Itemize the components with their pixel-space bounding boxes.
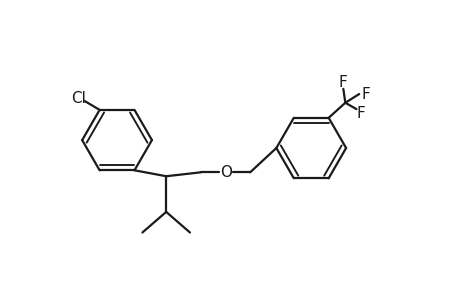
Text: F: F bbox=[338, 75, 347, 90]
Text: F: F bbox=[356, 106, 365, 122]
Text: Cl: Cl bbox=[72, 91, 86, 106]
Text: F: F bbox=[361, 86, 369, 101]
Text: O: O bbox=[219, 165, 231, 180]
